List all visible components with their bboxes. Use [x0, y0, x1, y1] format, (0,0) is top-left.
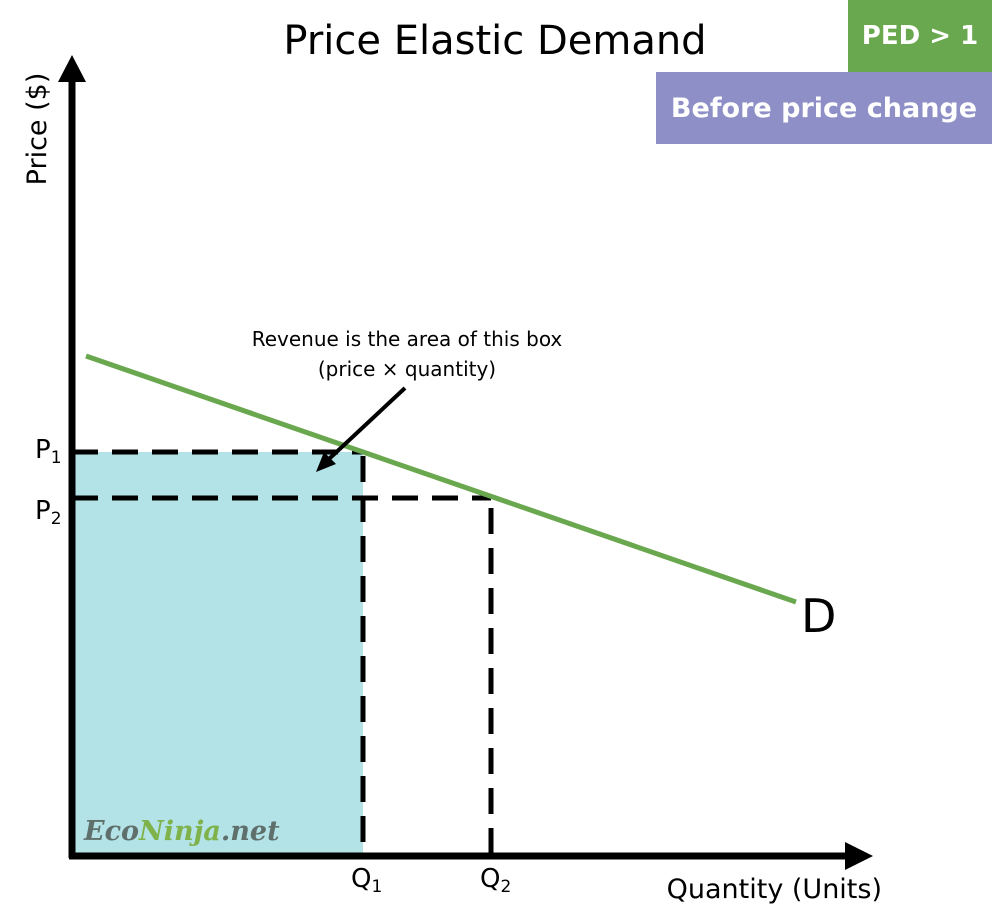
revenue-box	[72, 452, 363, 856]
tick-p1-subscript: 1	[51, 448, 62, 468]
watermark-net: .net	[221, 816, 280, 847]
before-price-change-badge: Before price change	[656, 72, 992, 144]
demand-curve	[85, 353, 797, 605]
diagram-title: Price Elastic Demand	[283, 18, 706, 64]
tick-p2-subscript: 2	[51, 509, 62, 529]
y-axis-arrowhead	[58, 55, 86, 82]
demand-curve-label: D	[801, 589, 836, 643]
watermark-eco: Eco	[83, 816, 139, 847]
annotation-line-2: (price × quantity)	[318, 357, 496, 381]
tick-p2: P2	[35, 496, 62, 529]
ped-badge: PED > 1	[848, 0, 992, 72]
annotation-arrowhead	[316, 452, 336, 472]
x-axis-arrowhead	[845, 842, 873, 870]
watermark-ninja: Ninja	[138, 816, 221, 847]
tick-q2-subscript: 2	[500, 877, 511, 897]
annotation-arrow	[327, 386, 407, 461]
x-axis-label: Quantity (Units)	[667, 874, 882, 905]
tick-p1: P1	[35, 435, 62, 468]
annotation-line-1: Revenue is the area of this box	[252, 327, 563, 351]
tick-q2-letter: Q	[480, 864, 500, 894]
tick-q2: Q2	[480, 864, 511, 897]
y-axis-label: Price ($)	[22, 73, 53, 186]
tick-q1-letter: Q	[351, 864, 371, 894]
tick-q1-subscript: 1	[371, 877, 382, 897]
tick-p2-letter: P	[35, 496, 51, 526]
econinja-watermark: EcoNinja.net	[83, 816, 280, 847]
tick-p1-letter: P	[35, 435, 51, 465]
tick-q1: Q1	[351, 864, 382, 897]
